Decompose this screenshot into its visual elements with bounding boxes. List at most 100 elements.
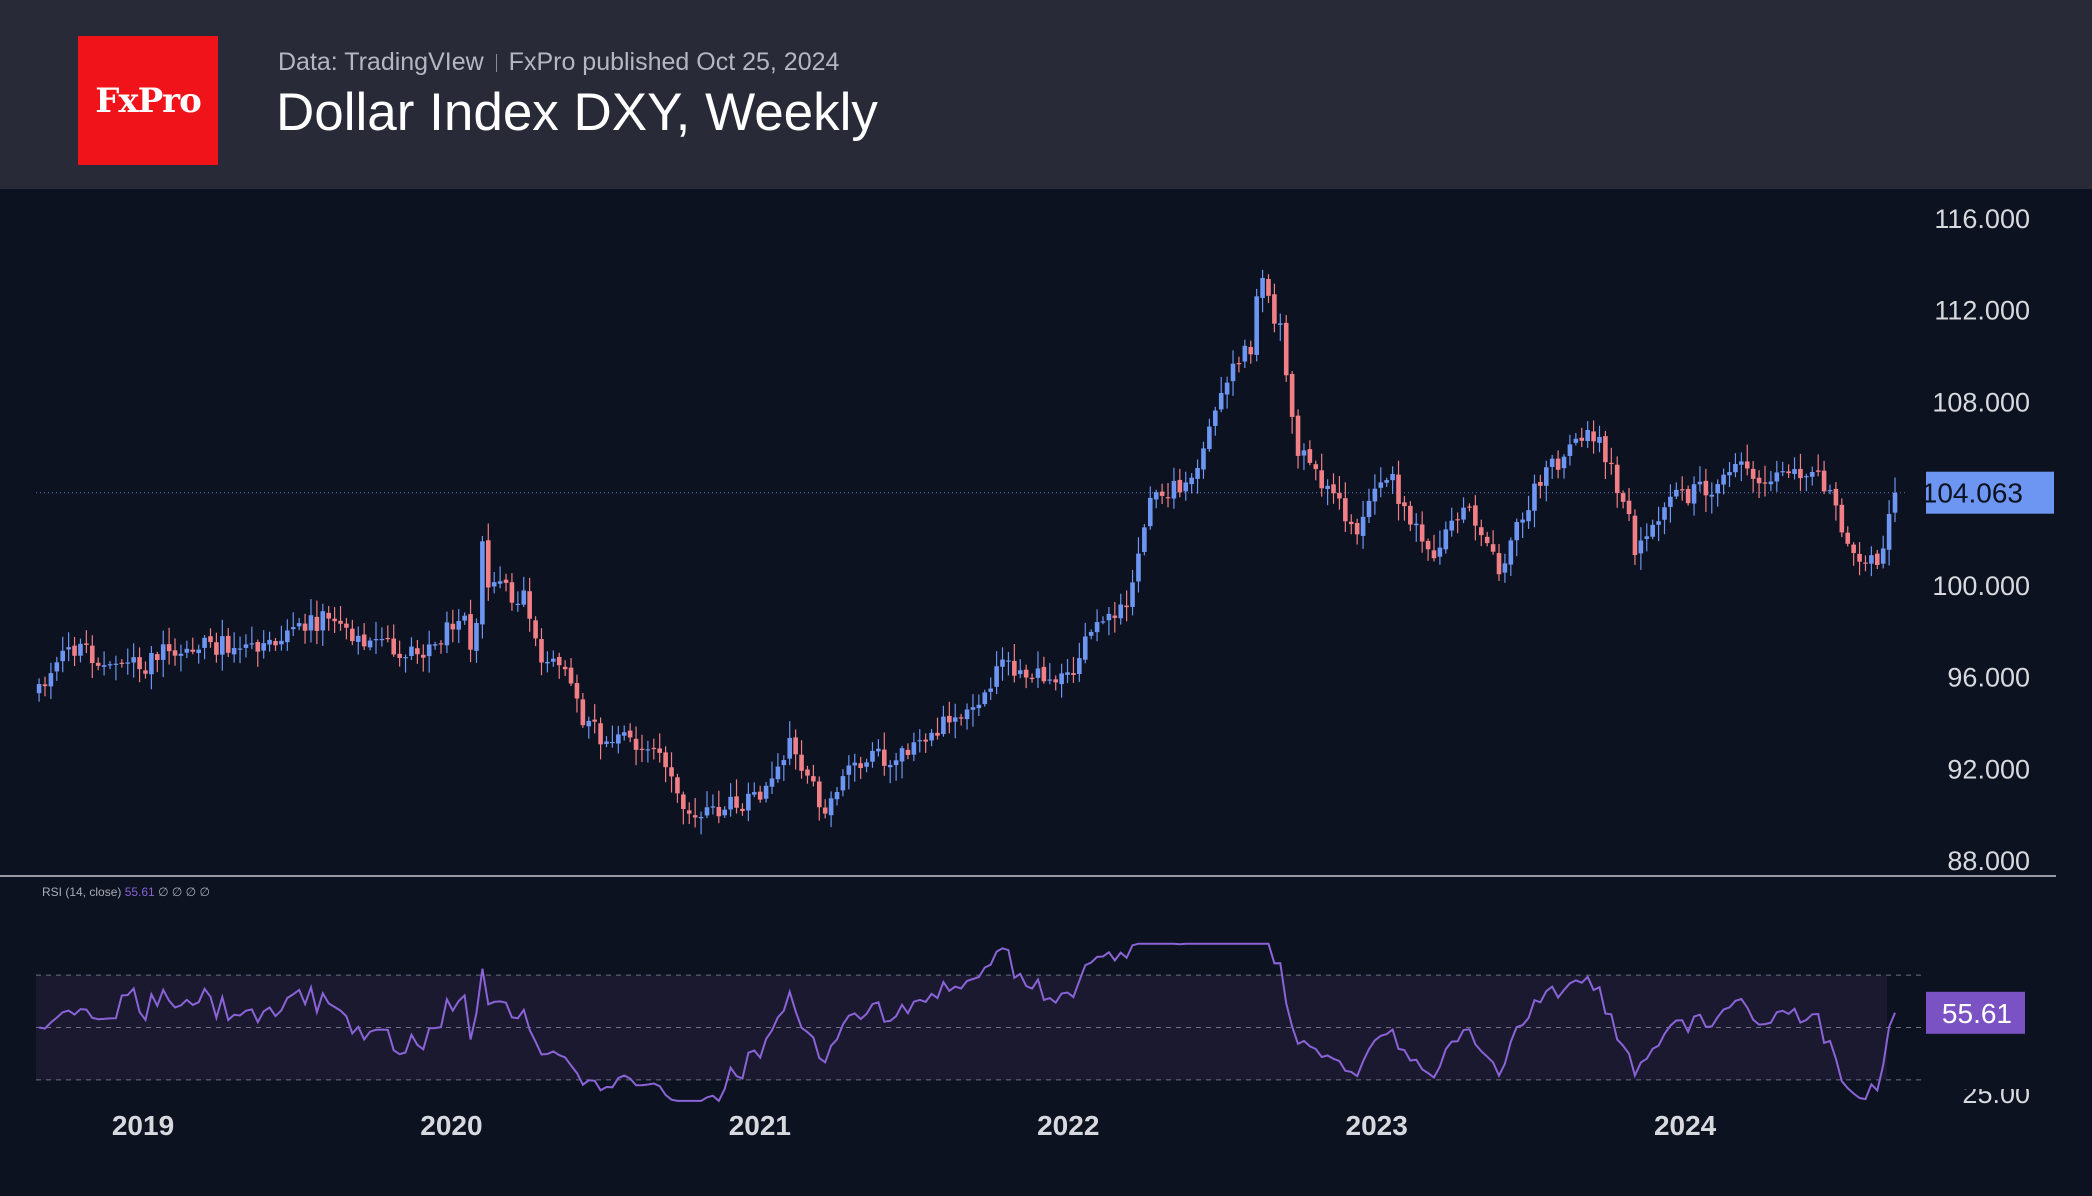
candle-body: [1100, 621, 1106, 623]
candle-body: [137, 657, 142, 670]
candle-body: [1874, 553, 1880, 565]
candle: [184, 640, 190, 659]
candle: [1502, 553, 1508, 583]
candle-body: [545, 661, 550, 664]
candle: [1597, 425, 1602, 453]
price-axis-label: 92.000: [1947, 754, 2030, 784]
candle-body: [1360, 516, 1366, 536]
candle: [438, 640, 444, 654]
candle-body: [941, 716, 946, 735]
candle: [899, 745, 905, 779]
candle-body: [681, 794, 686, 809]
candle-body: [1171, 480, 1177, 499]
candle-body: [474, 622, 479, 651]
candle: [273, 637, 278, 651]
candle-body: [1549, 458, 1555, 467]
candle: [574, 674, 580, 713]
x-axis-label: 2024: [1654, 1110, 1717, 1141]
candle: [527, 577, 532, 632]
candle: [243, 634, 249, 658]
candle: [1165, 482, 1171, 508]
candle: [409, 637, 414, 661]
candle: [220, 619, 225, 671]
candle-body: [1679, 489, 1685, 491]
candle: [1331, 473, 1336, 504]
candle: [1656, 506, 1661, 541]
candle: [976, 694, 982, 716]
candle-body: [1236, 363, 1242, 365]
candle: [154, 651, 160, 673]
candle-body: [249, 643, 255, 645]
candle-body: [1467, 506, 1472, 508]
candle: [870, 742, 875, 768]
candle: [781, 755, 787, 781]
candle-body: [1508, 540, 1514, 565]
candle: [1130, 569, 1135, 616]
candle: [1189, 473, 1194, 494]
candle: [1467, 503, 1472, 512]
candle-body: [722, 809, 728, 816]
candle-body: [1118, 604, 1124, 619]
candle: [1348, 514, 1354, 535]
candle-body: [527, 591, 532, 619]
candle: [799, 740, 804, 779]
candle-body: [1538, 482, 1543, 486]
candle: [225, 628, 231, 658]
candle-body: [509, 582, 515, 603]
candle: [1035, 651, 1041, 688]
candle-body: [828, 798, 834, 816]
candle-body: [1017, 670, 1023, 675]
candle: [107, 661, 113, 670]
candle: [1242, 339, 1248, 368]
candle: [249, 626, 255, 650]
candle-body: [1094, 622, 1100, 633]
candle: [722, 806, 728, 818]
candle-body: [1709, 494, 1715, 497]
candle: [196, 644, 201, 664]
candle-body: [852, 762, 858, 766]
candle-body: [704, 807, 710, 816]
candle: [1337, 476, 1342, 510]
candle: [1857, 542, 1862, 576]
fxpro-logo: FxPro: [78, 36, 218, 165]
candle: [675, 773, 680, 803]
candle-body: [604, 741, 609, 744]
candle-body: [403, 657, 408, 659]
candle: [1709, 482, 1715, 514]
candle-body: [1851, 544, 1856, 554]
candle: [42, 676, 48, 697]
candle: [1354, 518, 1360, 545]
candle-body: [935, 732, 940, 736]
candle: [1319, 453, 1324, 497]
candle-body: [1591, 431, 1596, 442]
candle: [1195, 459, 1200, 494]
candle: [1384, 477, 1390, 487]
candle: [1880, 535, 1886, 569]
candle-body: [1047, 679, 1053, 681]
candle-body: [296, 623, 302, 627]
candle: [1289, 370, 1295, 434]
candle-body: [285, 630, 290, 643]
candle-body: [716, 806, 722, 817]
price-axis-label: 116.000: [1934, 204, 2030, 234]
candle: [1230, 350, 1236, 396]
candle: [190, 637, 196, 655]
candle: [308, 599, 314, 643]
candle-body: [101, 665, 107, 667]
candle: [1833, 482, 1839, 521]
candle: [1638, 527, 1644, 570]
candle: [385, 625, 391, 643]
chart-area[interactable]: 116.000112.000108.000104.000100.00096.00…: [0, 189, 2092, 1196]
candle-body: [1697, 481, 1703, 485]
candle-body: [1609, 462, 1614, 465]
candle: [568, 658, 574, 687]
candle-body: [1739, 461, 1744, 465]
candle: [350, 619, 355, 646]
candle: [415, 639, 420, 664]
candle: [332, 607, 337, 633]
candle: [1118, 593, 1124, 625]
candle-body: [1000, 659, 1005, 667]
candle-body: [1762, 482, 1768, 484]
candle-body: [1845, 532, 1851, 544]
candle-body: [734, 796, 739, 808]
